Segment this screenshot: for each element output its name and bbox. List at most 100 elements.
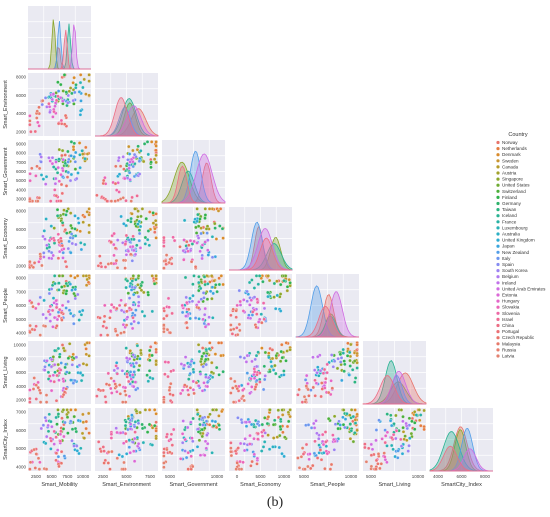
- x-axis-label: Smart_Living: [378, 482, 410, 488]
- scatter-point: [218, 224, 222, 228]
- scatter-point: [68, 86, 73, 90]
- scatter-point: [113, 181, 118, 186]
- scatter-point: [131, 353, 135, 357]
- y-tick-label: 6000: [16, 169, 27, 174]
- scatter-point: [74, 242, 78, 247]
- scatter-point: [154, 148, 158, 153]
- scatter-point: [37, 124, 41, 128]
- scatter-point: [59, 236, 63, 241]
- legend-marker: [496, 165, 500, 169]
- scatter-point: [146, 229, 151, 233]
- scatter-point: [140, 207, 145, 211]
- scatter-point: [297, 466, 302, 470]
- scatter-point: [282, 454, 286, 459]
- scatter-point: [87, 230, 91, 235]
- scatter-point: [69, 250, 73, 255]
- scatter-point: [154, 153, 158, 158]
- scatter-point: [58, 95, 63, 100]
- scatter-point: [121, 258, 126, 263]
- scatter-point: [119, 308, 124, 313]
- scatter-point: [118, 164, 123, 168]
- scatter-point: [44, 393, 49, 397]
- scatter-point: [34, 397, 39, 401]
- scatter-point: [311, 463, 315, 468]
- scatter-point: [256, 282, 261, 286]
- scatter-point: [79, 446, 83, 451]
- legend-marker: [496, 330, 500, 334]
- scatter-point: [229, 376, 233, 381]
- scatter-point: [139, 348, 143, 353]
- scatter-point: [72, 102, 76, 106]
- y-tick-label: 6000: [16, 303, 27, 308]
- scatter-point: [109, 261, 114, 266]
- scatter-point: [113, 329, 118, 333]
- scatter-point: [306, 464, 310, 469]
- scatter-point: [133, 207, 137, 211]
- scatter-point: [322, 451, 326, 455]
- scatter-point: [363, 442, 367, 446]
- scatter-point: [139, 283, 143, 288]
- x-tick-label: 10000: [278, 474, 291, 479]
- scatter-point: [74, 83, 78, 87]
- scatter-point: [44, 174, 49, 179]
- scatter-point: [342, 369, 346, 373]
- scatter-point: [385, 412, 389, 416]
- scatter-point: [141, 159, 146, 164]
- scatter-point: [64, 362, 68, 367]
- scatter-point: [134, 308, 138, 312]
- scatter-point: [130, 195, 134, 200]
- scatter-point: [266, 415, 271, 419]
- scatter-point: [73, 160, 78, 164]
- scatter-point: [166, 296, 171, 301]
- scatter-point: [36, 120, 40, 125]
- scatter-point: [145, 237, 150, 242]
- scatter-point: [278, 292, 283, 296]
- scatter-point: [194, 380, 199, 385]
- scatter-point: [245, 299, 249, 303]
- scatter-point: [259, 312, 264, 316]
- legend-marker: [496, 311, 500, 315]
- scatter-point: [69, 172, 74, 177]
- scatter-point: [154, 144, 158, 148]
- scatter-point: [210, 235, 215, 239]
- scatter-point: [125, 315, 130, 319]
- scatter-point: [84, 283, 89, 287]
- scatter-point: [143, 235, 148, 240]
- scatter-point: [113, 199, 117, 203]
- legend-entry: Iceland: [502, 213, 517, 218]
- scatter-point: [184, 455, 189, 460]
- scatter-point: [287, 277, 291, 282]
- legend-entry: Singapore: [502, 177, 523, 182]
- scatter-point: [71, 147, 76, 152]
- scatter-point: [404, 421, 408, 426]
- scatter-point: [47, 105, 52, 109]
- scatter-point: [50, 155, 55, 160]
- scatter-point: [162, 244, 166, 248]
- scatter-point: [353, 431, 357, 435]
- scatter-point: [41, 234, 45, 239]
- scatter-point: [57, 274, 62, 278]
- y-tick-label: 2000: [16, 130, 27, 135]
- scatter-point: [245, 353, 250, 358]
- scatter-point: [81, 220, 85, 224]
- scatter-point: [123, 400, 128, 404]
- scatter-point: [307, 457, 311, 462]
- scatter-point: [197, 438, 202, 443]
- legend-entry: Slovakia: [502, 305, 520, 310]
- scatter-point: [196, 236, 201, 240]
- scatter-point: [84, 363, 89, 367]
- scatter-point: [255, 456, 260, 461]
- legend-marker: [496, 220, 500, 224]
- scatter-point: [57, 314, 61, 318]
- scatter-point: [261, 387, 266, 392]
- scatter-point: [36, 456, 41, 461]
- scatter-point: [353, 376, 358, 380]
- scatter-point: [64, 387, 68, 391]
- scatter-point: [71, 352, 75, 357]
- legend-entry: Switzerland: [502, 189, 526, 194]
- scatter-point: [241, 309, 246, 313]
- scatter-point: [78, 113, 83, 117]
- scatter-point: [117, 190, 121, 194]
- scatter-point: [72, 291, 76, 296]
